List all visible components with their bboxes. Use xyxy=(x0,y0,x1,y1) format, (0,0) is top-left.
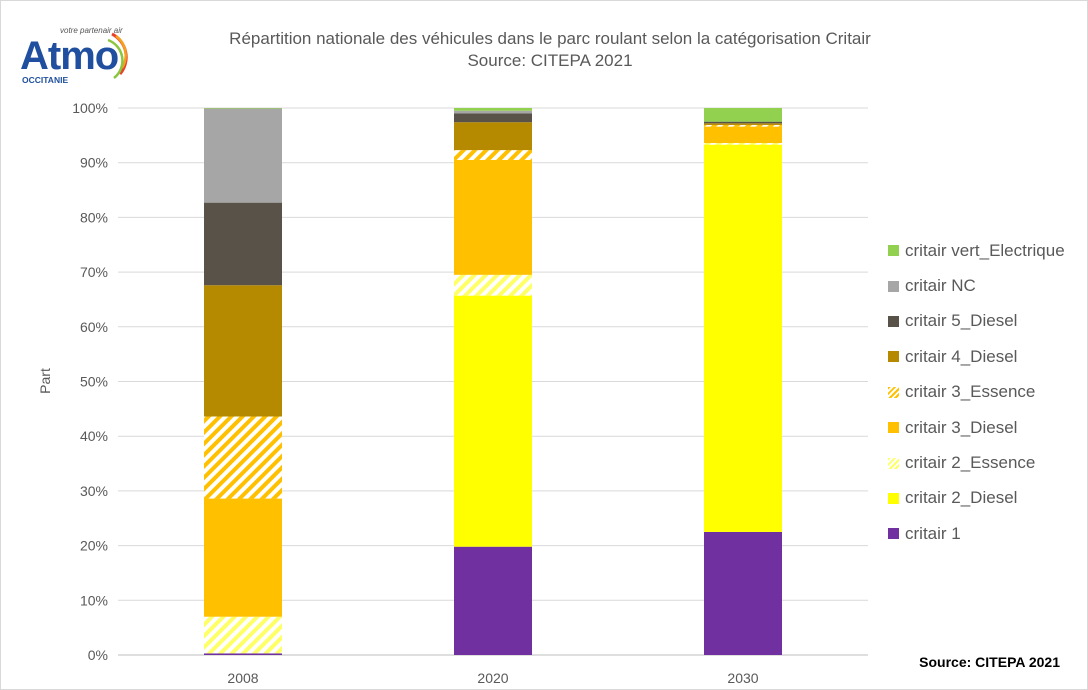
legend-label: critair NC xyxy=(905,276,976,296)
legend-swatch xyxy=(888,351,899,363)
bar-segment-2008-critair-nc xyxy=(204,108,282,203)
chart-title: Répartition nationale des véhicules dans… xyxy=(180,28,920,72)
y-tick-label: 50% xyxy=(80,374,108,390)
bar-segment-2030-critair-4-diesel xyxy=(704,123,782,125)
legend-item: critair 3_Essence xyxy=(888,375,1065,410)
bar-segment-2008-critair-2-essence xyxy=(204,616,282,654)
bar-segment-2008-critair-vert-electrique xyxy=(204,108,282,109)
legend-item: critair 2_Essence xyxy=(888,445,1065,480)
logo-tagline: votre partenair air xyxy=(60,26,123,35)
chart-title-line: Répartition nationale des véhicules dans… xyxy=(229,29,871,48)
legend-label: critair 2_Essence xyxy=(905,453,1036,473)
bar-segment-2020-critair-4-diesel xyxy=(454,122,532,151)
legend-label: critair 5_Diesel xyxy=(905,311,1018,331)
legend-item: critair 5_Diesel xyxy=(888,304,1065,339)
y-tick-label: 60% xyxy=(80,319,108,335)
bar-segment-2030-critair-2-essence xyxy=(704,143,782,145)
x-tick-label: 2030 xyxy=(727,670,758,686)
bar-segment-2020-critair-vert-electrique xyxy=(454,108,532,111)
y-tick-label: 100% xyxy=(72,100,108,116)
y-tick-label: 20% xyxy=(80,538,108,554)
logo-arcs-icon xyxy=(107,32,128,79)
legend-swatch xyxy=(888,280,899,292)
bar-segment-2008-critair-1 xyxy=(204,653,282,655)
y-tick-label: 0% xyxy=(88,647,108,663)
bar-segment-2030-critair-vert-electrique xyxy=(704,108,782,122)
logo-region: OCCITANIE xyxy=(22,75,69,85)
legend-label: critair vert_Electrique xyxy=(905,240,1065,260)
chart-subtitle-line: Source: CITEPA 2021 xyxy=(467,51,633,70)
bar-segment-2030-critair-3-essence xyxy=(704,124,782,127)
y-tick-label: 90% xyxy=(80,155,108,171)
y-tick-label: 40% xyxy=(80,428,108,444)
legend-swatch xyxy=(888,245,899,257)
bar-segment-2020-critair-2-essence xyxy=(454,274,532,296)
bar-segment-2008-critair-3-diesel xyxy=(204,498,282,617)
x-axis-ticks: 2008 2020 2030 xyxy=(227,670,758,686)
y-tick-label: 70% xyxy=(80,264,108,280)
legend-item: critair 4_Diesel xyxy=(888,339,1065,374)
legend-label: critair 3_Diesel xyxy=(905,417,1018,437)
bar-segment-2020-critair-2-diesel xyxy=(454,295,532,547)
legend-swatch xyxy=(888,492,899,504)
bars xyxy=(204,108,782,655)
legend-label: critair 4_Diesel xyxy=(905,346,1018,366)
bar-segment-2008-critair-3-essence xyxy=(204,416,282,499)
y-tick-label: 10% xyxy=(80,592,108,608)
legend-label: critair 1 xyxy=(905,523,961,543)
source-note: Source: CITEPA 2021 xyxy=(919,654,1060,670)
bar-segment-2030-critair-5-diesel xyxy=(704,121,782,124)
legend-label: critair 2_Diesel xyxy=(905,488,1018,508)
legend-item: critair 2_Diesel xyxy=(888,481,1065,516)
logo-wordmark: Atmo xyxy=(20,34,119,78)
bar-segment-2030-critair-1 xyxy=(704,531,782,655)
bar-segment-2020-critair-5-diesel xyxy=(454,113,532,123)
y-axis-label: Part xyxy=(37,368,53,394)
legend-swatch xyxy=(888,422,899,434)
legend-label: critair 3_Essence xyxy=(905,382,1036,402)
y-tick-label: 30% xyxy=(80,483,108,499)
legend-item: critair 3_Diesel xyxy=(888,410,1065,445)
legend-swatch xyxy=(888,457,899,469)
legend-swatch xyxy=(888,386,899,398)
bar-segment-2030-critair-2-diesel xyxy=(704,144,782,532)
legend-swatch xyxy=(888,528,899,540)
atmo-logo: votre partenair air Atmo OCCITANIE xyxy=(16,22,146,86)
y-axis-ticks: 0% 10% 20% 30% 40% 50% 60% 70% 80% 90% 100% xyxy=(72,100,108,663)
bar-segment-2020-critair-3-diesel xyxy=(454,159,532,275)
bar-segment-2008-critair-4-diesel xyxy=(204,285,282,417)
legend-item: critair vert_Electrique xyxy=(888,233,1065,268)
legend-item: critair 1 xyxy=(888,516,1065,551)
bar-segment-2008-critair-5-diesel xyxy=(204,202,282,286)
bar-segment-2020-critair-nc xyxy=(454,110,532,114)
legend-swatch xyxy=(888,315,899,327)
x-tick-label: 2008 xyxy=(227,670,258,686)
legend-item: critair NC xyxy=(888,268,1065,303)
bar-segment-2020-critair-3-essence xyxy=(454,150,532,160)
y-tick-label: 80% xyxy=(80,209,108,225)
bar-segment-2020-critair-1 xyxy=(454,546,532,655)
bar-segment-2030-critair-3-diesel xyxy=(704,126,782,144)
x-tick-label: 2020 xyxy=(477,670,508,686)
